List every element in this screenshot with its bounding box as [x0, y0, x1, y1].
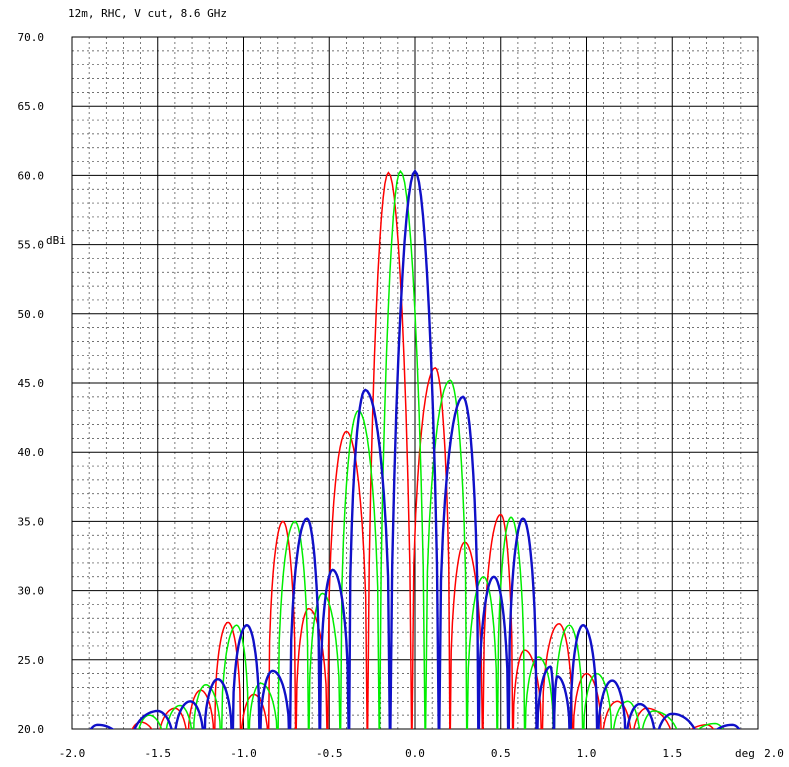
x-tick-label: -1.5	[145, 747, 172, 760]
y-tick-label: 35.0	[18, 515, 45, 528]
x-tick-label: 0.5	[491, 747, 511, 760]
y-tick-label: 25.0	[18, 654, 45, 667]
plot-frame	[71, 36, 759, 730]
y-tick-label: 50.0	[18, 308, 45, 321]
series-line-3	[89, 169, 741, 729]
y-tick-label: 65.0	[18, 100, 45, 113]
y-axis-label: dBi	[46, 234, 66, 247]
y-tick-label: 20.0	[18, 723, 45, 736]
x-tick-label: -1.0	[230, 747, 257, 760]
chart-title: 12m, RHC, V cut, 8.6 GHz	[68, 7, 227, 20]
x-tick-label: -2.0	[59, 747, 86, 760]
x-tick-label: 1.0	[577, 747, 597, 760]
y-tick-label: 70.0	[18, 31, 45, 44]
series-line-2	[138, 169, 724, 729]
series-layer	[89, 169, 741, 729]
x-axis-ticks: -2.0 -1.5 -1.0 -0.5 0.0 0.5 1.0 1.5 2.0	[59, 747, 784, 760]
y-tick-label: 30.0	[18, 585, 45, 598]
y-tick-label: 40.0	[18, 446, 45, 459]
series-line-1	[131, 171, 715, 729]
x-tick-label: 1.5	[662, 747, 682, 760]
x-tick-label: 2.0	[764, 747, 784, 760]
y-tick-label: 45.0	[18, 377, 45, 390]
x-tick-label: 0.0	[405, 747, 425, 760]
y-axis-ticks: 20.0 25.0 30.0 35.0 40.0 45.0 50.0 55.0 60.0 65.0…	[18, 31, 45, 736]
x-axis-label: deg	[735, 747, 755, 760]
y-tick-label: 60.0	[18, 169, 45, 182]
x-tick-label: -0.5	[316, 747, 343, 760]
y-tick-label: 55.0	[18, 239, 45, 252]
